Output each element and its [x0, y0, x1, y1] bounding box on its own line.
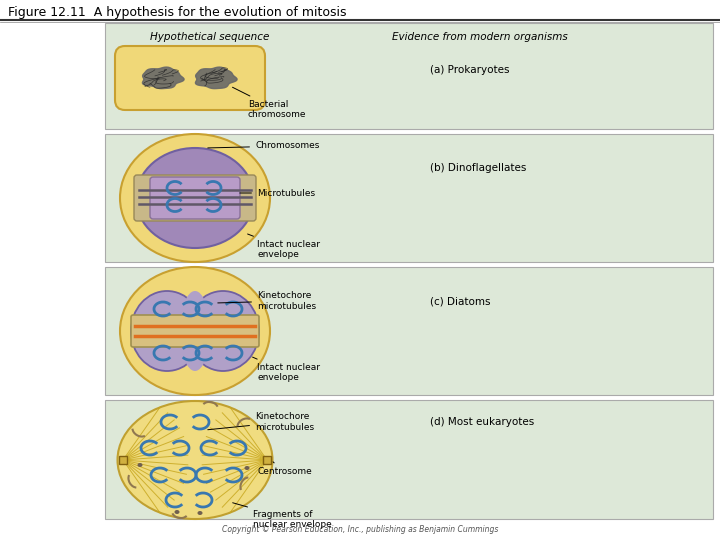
Polygon shape — [143, 67, 184, 89]
Ellipse shape — [245, 466, 250, 470]
Text: (d) Most eukaryotes: (d) Most eukaryotes — [430, 417, 534, 427]
Text: Kinetochore
microtubules: Kinetochore microtubules — [217, 291, 316, 310]
Ellipse shape — [117, 401, 272, 519]
FancyBboxPatch shape — [150, 177, 240, 219]
Ellipse shape — [197, 511, 202, 515]
FancyBboxPatch shape — [105, 267, 713, 395]
FancyBboxPatch shape — [263, 456, 271, 464]
Ellipse shape — [187, 291, 259, 371]
Polygon shape — [195, 67, 237, 89]
FancyBboxPatch shape — [115, 46, 265, 110]
Text: Hypothetical sequence: Hypothetical sequence — [150, 32, 270, 42]
Ellipse shape — [136, 148, 254, 248]
Text: (b) Dinoflagellates: (b) Dinoflagellates — [430, 163, 526, 173]
Text: Chromosomes: Chromosomes — [208, 141, 320, 151]
Ellipse shape — [138, 463, 143, 467]
Text: Intact nuclear
envelope: Intact nuclear envelope — [253, 357, 320, 382]
Text: Kinetochore
microtubules: Kinetochore microtubules — [208, 413, 314, 431]
Ellipse shape — [120, 134, 270, 262]
Text: Copyright © Pearson Education, Inc., publishing as Benjamin Cummings: Copyright © Pearson Education, Inc., pub… — [222, 525, 498, 534]
Text: Evidence from modern organisms: Evidence from modern organisms — [392, 32, 568, 42]
Text: Microtubules: Microtubules — [240, 188, 315, 198]
Ellipse shape — [174, 510, 179, 514]
Text: Bacterial
chromosome: Bacterial chromosome — [233, 87, 307, 119]
FancyBboxPatch shape — [105, 400, 713, 519]
Ellipse shape — [120, 267, 270, 395]
FancyBboxPatch shape — [119, 456, 127, 464]
Text: Centrosome: Centrosome — [257, 462, 312, 476]
Ellipse shape — [180, 291, 210, 371]
FancyBboxPatch shape — [131, 315, 259, 347]
Ellipse shape — [131, 291, 203, 371]
FancyBboxPatch shape — [105, 23, 713, 129]
Text: Fragments of
nuclear envelope: Fragments of nuclear envelope — [233, 503, 332, 529]
Text: (a) Prokaryotes: (a) Prokaryotes — [430, 65, 510, 75]
Text: Intact nuclear
envelope: Intact nuclear envelope — [248, 234, 320, 259]
Text: (c) Diatoms: (c) Diatoms — [430, 296, 490, 306]
FancyBboxPatch shape — [134, 175, 256, 221]
FancyBboxPatch shape — [105, 134, 713, 262]
Text: Figure 12.11  A hypothesis for the evolution of mitosis: Figure 12.11 A hypothesis for the evolut… — [8, 6, 346, 19]
